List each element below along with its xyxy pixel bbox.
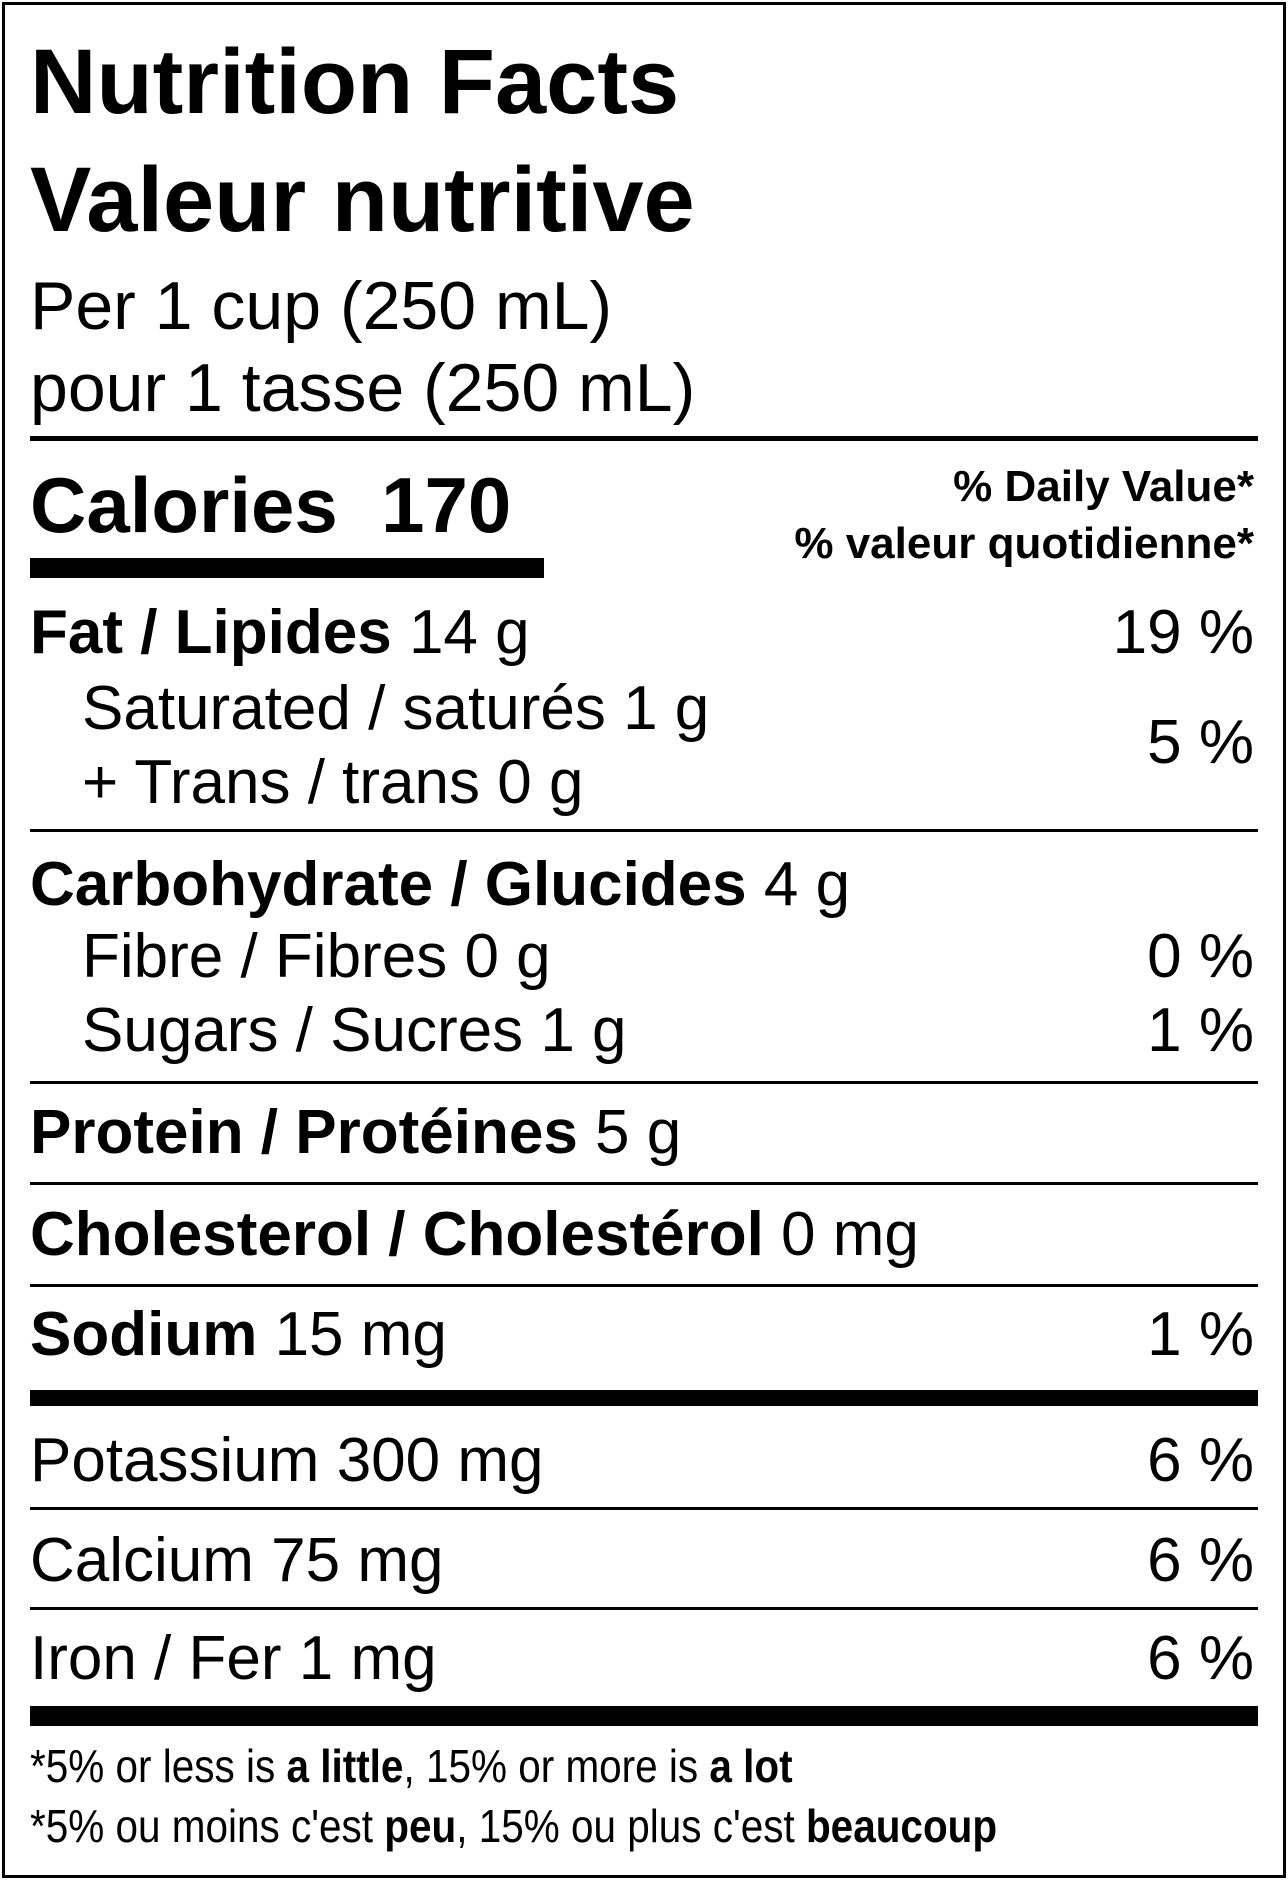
divider — [30, 1284, 1258, 1287]
serving-size-fr: pour 1 tasse (250 mL) — [30, 350, 696, 426]
divider — [30, 829, 1258, 832]
calcium-dv: 6 % — [1147, 1526, 1254, 1595]
calories: Calories 170 — [30, 466, 511, 544]
footnote-fr: *5% ou moins c'est peu, 15% ou plus c'es… — [30, 1800, 998, 1852]
potassium-dv: 6 % — [1147, 1426, 1254, 1495]
daily-value-header-fr: % valeur quotidienne* — [794, 519, 1254, 568]
fibre-row: Fibre / Fibres 0 g — [82, 922, 551, 991]
thick-divider — [30, 1390, 1258, 1406]
iron-dv: 6 % — [1147, 1624, 1254, 1693]
calories-label: Calories — [30, 461, 338, 549]
sugars-row: Sugars / Sucres 1 g — [82, 996, 627, 1065]
serving-size-en: Per 1 cup (250 mL) — [30, 268, 613, 344]
fat-dv: 19 % — [1112, 598, 1254, 667]
daily-value-header-en: % Daily Value* — [953, 462, 1254, 511]
trans-row: + Trans / trans 0 g — [82, 748, 584, 817]
carbohydrate-row: Carbohydrate / Glucides 4 g — [30, 850, 851, 919]
fat-row: Fat / Lipides 14 g — [30, 598, 530, 667]
calories-rule — [30, 558, 544, 578]
divider — [30, 1607, 1258, 1610]
potassium-row: Potassium 300 mg — [30, 1426, 544, 1495]
iron-row: Iron / Fer 1 mg — [30, 1624, 437, 1693]
protein-row: Protein / Protéines 5 g — [30, 1098, 682, 1167]
calories-value: 170 — [381, 461, 512, 549]
thick-divider — [30, 1706, 1258, 1726]
sat-trans-dv: 5 % — [1147, 708, 1254, 777]
fibre-dv: 0 % — [1147, 922, 1254, 991]
sodium-row: Sodium 15 mg — [30, 1300, 447, 1369]
footnote-en: *5% or less is a little, 15% or more is … — [30, 1740, 793, 1792]
sodium-dv: 1 % — [1147, 1300, 1254, 1369]
cholesterol-row: Cholesterol / Cholestérol 0 mg — [30, 1200, 919, 1269]
divider — [30, 1081, 1258, 1084]
calcium-row: Calcium 75 mg — [30, 1526, 444, 1595]
title-en: Nutrition Facts — [30, 31, 680, 133]
divider — [30, 1507, 1258, 1510]
title-fr: Valeur nutritive — [30, 149, 695, 251]
divider — [30, 1182, 1258, 1185]
divider — [30, 436, 1258, 441]
saturated-row: Saturated / saturés 1 g — [82, 674, 710, 743]
sugars-dv: 1 % — [1147, 996, 1254, 1065]
